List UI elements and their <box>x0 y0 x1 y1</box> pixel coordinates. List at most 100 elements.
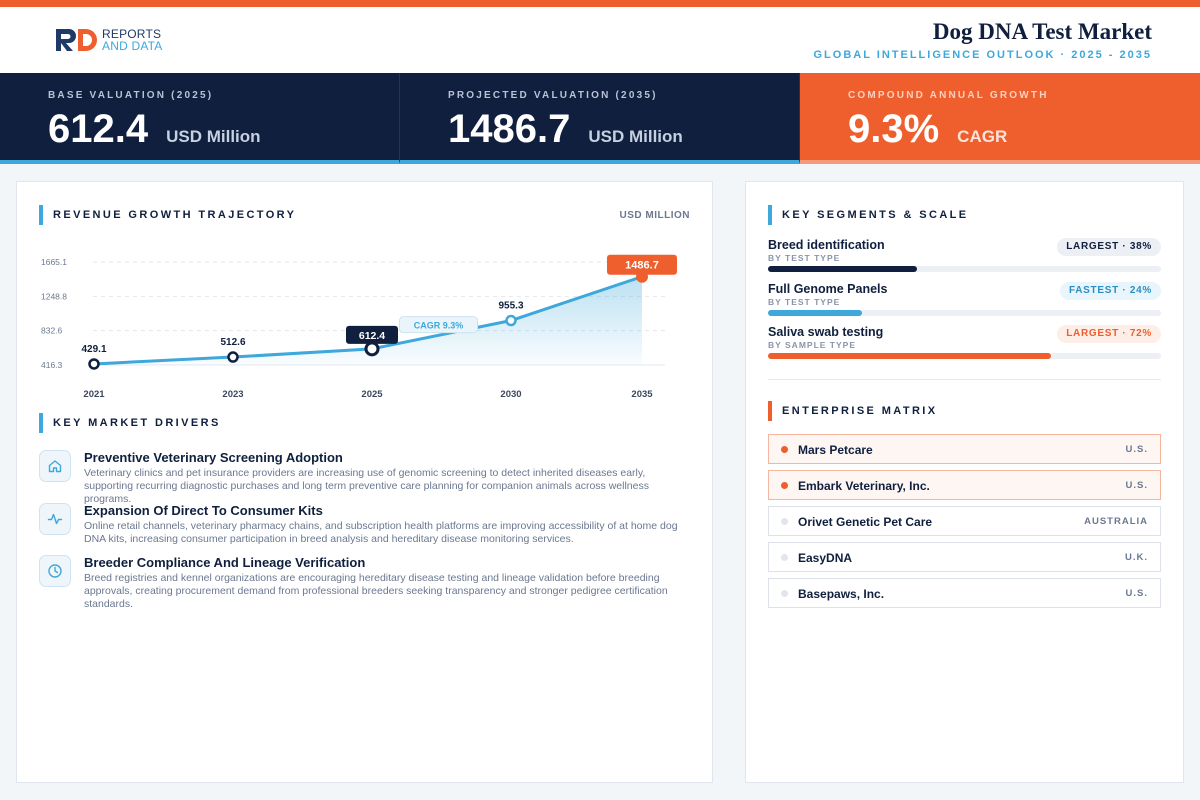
enterprise-section-title: ENTERPRISE MATRIX <box>768 401 938 421</box>
growth-title-text: REVENUE GROWTH TRAJECTORY <box>53 209 297 221</box>
kpi-label: PROJECTED VALUATION (2035) <box>448 90 658 101</box>
data-point <box>227 351 239 363</box>
x-tick-label: 2035 <box>631 389 653 400</box>
logo-text: REPORTS AND DATA <box>102 28 163 52</box>
kpi-unit: CAGR <box>957 127 1008 146</box>
pulse-icon <box>39 503 71 535</box>
kpi-row: BASE VALUATION (2025) 612.4 USD Million … <box>0 73 1200 164</box>
data-point <box>505 314 517 327</box>
logo-mark-icon <box>56 29 97 51</box>
segment-category: BY SAMPLE TYPE <box>768 340 856 350</box>
x-tick-label: 2030 <box>500 389 521 400</box>
x-tick-label: 2023 <box>222 389 243 400</box>
logo-line-2: AND DATA <box>102 39 163 53</box>
enterprise-title-text: ENTERPRISE MATRIX <box>782 405 938 417</box>
company-name: EasyDNA <box>798 551 853 565</box>
status-dot <box>781 446 788 453</box>
divider <box>768 379 1161 380</box>
segments-title-text: KEY SEGMENTS & SCALE <box>782 209 969 221</box>
section-accent-bar <box>768 205 772 225</box>
driver-title: Expansion Of Direct To Consumer Kits <box>84 503 323 518</box>
segment-badge: LARGEST · 38% <box>1057 238 1161 256</box>
clock-icon <box>39 555 71 587</box>
enterprise-row[interactable]: EasyDNA U.K. <box>768 542 1161 572</box>
drivers-title-text: KEY MARKET DRIVERS <box>53 417 221 429</box>
kpi-unit: USD Million <box>588 127 683 146</box>
company-name: Basepaws, Inc. <box>798 587 885 601</box>
section-accent-bar <box>39 205 43 225</box>
section-accent-bar <box>768 401 772 421</box>
home-icon <box>39 450 71 482</box>
driver-description: Veterinary clinics and pet insurance pro… <box>84 467 649 505</box>
company-country: U.S. <box>1125 588 1148 599</box>
kpi-unit: USD Million <box>166 127 261 146</box>
segment-badge: FASTEST · 24% <box>1059 282 1161 300</box>
drivers-section-title: KEY MARKET DRIVERS <box>39 413 221 433</box>
kpi-label: BASE VALUATION (2025) <box>48 90 214 101</box>
kpi-projected-valuation: PROJECTED VALUATION (2035) 1486.7 USD Mi… <box>400 73 800 164</box>
y-tick-label: 1248.8 <box>41 291 67 301</box>
driver-title: Preventive Veterinary Screening Adoption <box>84 450 343 465</box>
kpi-label: COMPOUND ANNUAL GROWTH <box>848 90 1049 101</box>
growth-card: REVENUE GROWTH TRAJECTORY USD MILLION 16… <box>16 181 713 783</box>
status-dot <box>781 590 788 597</box>
data-label-box <box>346 325 398 344</box>
cagr-annotation-box <box>399 316 478 334</box>
enterprise-row[interactable]: Orivet Genetic Pet Care AUSTRALIA <box>768 506 1161 536</box>
driver-description: Breed registries and kennel organization… <box>84 572 668 610</box>
section-accent-bar <box>39 413 43 433</box>
top-accent-bar <box>0 0 1200 7</box>
segment-progress-fill <box>768 310 863 316</box>
kpi-base-valuation: BASE VALUATION (2025) 612.4 USD Million <box>0 73 400 164</box>
segment-name: Saliva swab testing <box>768 325 884 339</box>
header: REPORTS AND DATA Dog DNA Test Market GLO… <box>0 7 1200 73</box>
company-country: U.S. <box>1125 480 1148 491</box>
data-point <box>364 341 380 357</box>
segment-category: BY TEST TYPE <box>768 253 841 263</box>
driver-description: Online retail channels, veterinary pharm… <box>84 520 678 545</box>
area-fill <box>94 276 642 365</box>
enterprise-row[interactable]: Basepaws, Inc. U.S. <box>768 578 1161 608</box>
logo: REPORTS AND DATA <box>54 27 163 53</box>
segment-progress-fill <box>768 353 1051 359</box>
growth-unit-label: USD MILLION <box>619 210 690 221</box>
segment-category: BY TEST TYPE <box>768 297 841 307</box>
data-label: 512.6 <box>220 337 245 348</box>
status-dot <box>781 554 788 561</box>
page-subtitle: GLOBAL INTELLIGENCE OUTLOOK · 2025 - 203… <box>813 49 1152 61</box>
y-tick-label: 1665.1 <box>41 257 67 267</box>
driver-title: Breeder Compliance And Lineage Verificat… <box>84 555 366 570</box>
data-point <box>88 358 100 370</box>
y-tick-label: 416.3 <box>41 360 63 370</box>
segment-name: Breed identification <box>768 238 885 252</box>
data-label: 612.4 <box>359 330 385 342</box>
data-label: 955.3 <box>498 301 523 312</box>
x-tick-label: 2025 <box>361 389 383 400</box>
company-country: U.S. <box>1125 444 1148 455</box>
revenue-chart: 1665.1 1248.8 832.6 416.3 2021 2023 2025 2030 20… <box>41 254 677 400</box>
data-label: 1486.7 <box>625 260 659 272</box>
segment-progress-track <box>768 353 1161 359</box>
company-name: Embark Veterinary, Inc. <box>798 479 930 493</box>
logo-line-1: REPORTS <box>102 27 162 41</box>
x-tick-label: 2021 <box>83 389 105 400</box>
segment-name: Full Genome Panels <box>768 282 888 296</box>
data-label: 429.1 <box>81 344 106 355</box>
kpi-value: 612.4 <box>48 107 149 151</box>
y-tick-label: 832.6 <box>41 326 63 336</box>
cagr-annotation: CAGR 9.3% <box>414 321 464 331</box>
enterprise-row[interactable]: Embark Veterinary, Inc. U.S. <box>768 470 1161 500</box>
status-dot <box>781 482 788 489</box>
segment-progress-track <box>768 266 1161 272</box>
segment-progress-track <box>768 310 1161 316</box>
enterprise-row[interactable]: Mars Petcare U.S. <box>768 434 1161 464</box>
company-name: Mars Petcare <box>798 443 873 457</box>
data-point <box>636 270 648 283</box>
kpi-value: 9.3% <box>848 107 940 151</box>
kpi-value: 1486.7 <box>448 107 571 151</box>
segment-badge: LARGEST · 72% <box>1057 325 1161 343</box>
segment-progress-fill <box>768 266 918 272</box>
company-country: AUSTRALIA <box>1084 516 1148 527</box>
page-title: Dog DNA Test Market <box>932 19 1152 44</box>
company-name: Orivet Genetic Pet Care <box>798 515 933 529</box>
